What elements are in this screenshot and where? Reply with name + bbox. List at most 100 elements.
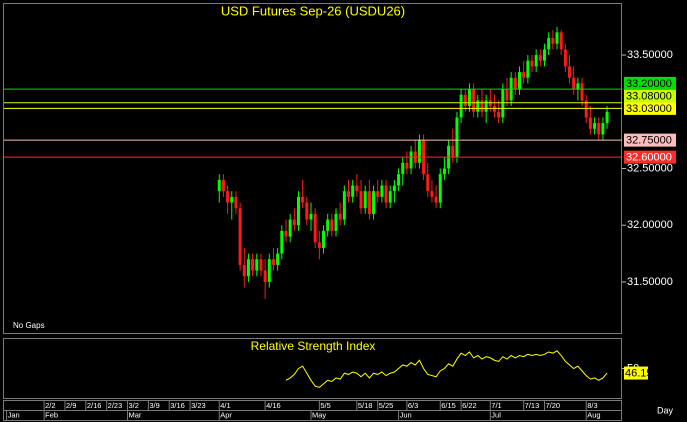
candle-body (326, 219, 330, 231)
x-tick-label: 2/2 (45, 401, 55, 410)
y-tick-label: 32.50000 (627, 162, 673, 174)
level-label-bg (624, 89, 676, 103)
x-tick-label: 7/13 (525, 401, 540, 410)
candle-body (417, 140, 421, 163)
candle-body (438, 174, 442, 203)
candle-body (522, 72, 526, 78)
x-tick-label: 6/15 (441, 401, 456, 410)
candle-body (234, 196, 238, 209)
candle-body (451, 145, 455, 158)
candle-body (559, 32, 563, 50)
candle-body (242, 264, 246, 277)
price-panel (3, 3, 622, 334)
x-tick-label: 2/23 (108, 401, 123, 410)
candle-body (221, 179, 225, 192)
candle-body (313, 213, 317, 243)
month-label: May (312, 410, 326, 419)
candle-body (472, 89, 476, 112)
candle-body (401, 162, 405, 175)
level-label: 32.60000 (626, 152, 672, 164)
candle-body (409, 151, 413, 169)
candle-body (405, 162, 409, 169)
level-label-bg (624, 150, 676, 164)
candle-body (480, 100, 484, 112)
x-tick-label: 3/2 (129, 401, 139, 410)
month-label: Jul (491, 410, 501, 419)
candle-body (576, 83, 580, 90)
candle-body (492, 106, 496, 112)
candle-body (338, 213, 342, 220)
candle-body (351, 185, 355, 197)
candle-body (580, 83, 584, 101)
candle-body (513, 77, 517, 90)
x-tick-label: 3/23 (191, 401, 206, 410)
candle-body (217, 179, 221, 192)
candle-body (505, 89, 509, 101)
x-tick-label: 6/22 (462, 401, 477, 410)
candle-body (288, 219, 292, 237)
candle-body (355, 185, 359, 192)
candle-body (430, 191, 434, 197)
rsi-line (285, 350, 608, 388)
x-tick-label: 7/1 (491, 401, 501, 410)
level-label: 32.75000 (626, 135, 672, 147)
candle-body (397, 174, 401, 186)
candle-body (347, 191, 351, 197)
candle-body (434, 196, 438, 203)
candle-body (551, 38, 555, 44)
candle-body (426, 174, 430, 192)
candle-body (230, 196, 234, 203)
rsi-title: Relative Strength Index (251, 339, 376, 353)
candle-body (563, 49, 567, 67)
candle-body (392, 185, 396, 192)
x-tick-label: 5/25 (379, 401, 394, 410)
candle-body (359, 191, 363, 209)
candle-body (246, 259, 250, 277)
candle-body (296, 196, 300, 226)
candle-body (547, 38, 551, 50)
candle-body (309, 213, 313, 220)
candle-body (501, 89, 505, 118)
y-tick-label: 31.50000 (627, 276, 673, 288)
candle-body (593, 123, 597, 129)
candle-body (517, 72, 521, 90)
level-label-bg (624, 133, 676, 147)
candle-body (463, 94, 467, 107)
level-label: 33.08000 (626, 90, 672, 102)
candle-body (384, 185, 388, 203)
candle-body (251, 259, 255, 271)
candle-body (534, 55, 538, 67)
candle-body (488, 100, 492, 107)
x-tick-label: 6/3 (408, 401, 418, 410)
candle-body (322, 230, 326, 248)
candle-body (543, 49, 547, 61)
x-tick-label: 3/9 (149, 401, 159, 410)
candle-body (442, 168, 446, 175)
month-label: Apr (220, 410, 232, 419)
candle-body (238, 208, 242, 265)
value-label-bg (624, 366, 648, 380)
x-tick-label: 5/5 (320, 401, 330, 410)
x-tick-label: 8/3 (587, 401, 597, 410)
x-tick-label: 4/1 (220, 401, 230, 410)
candle-body (376, 191, 380, 197)
candle-body (263, 270, 267, 282)
candle-body (538, 55, 542, 61)
candle-body (459, 94, 463, 118)
month-label: Mar (129, 410, 142, 419)
y-tick-label: 32.00000 (627, 219, 673, 231)
candle-body (605, 111, 609, 124)
month-label: Jan (8, 410, 20, 419)
candle-body (334, 213, 338, 231)
candle-body (292, 219, 296, 226)
candle-body (226, 191, 230, 203)
month-label: Feb (45, 410, 58, 419)
candle-body (597, 123, 601, 135)
candle-body (526, 60, 530, 78)
value-label: 46.15 (625, 367, 653, 379)
x-tick-label: 2/9 (66, 401, 76, 410)
level-label-bg (624, 101, 676, 115)
candle-body (267, 259, 271, 282)
candle-body (255, 259, 259, 271)
